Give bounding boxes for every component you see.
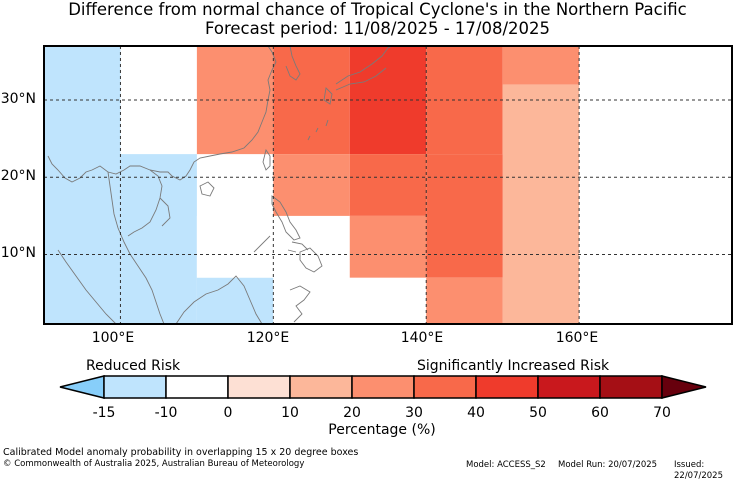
anomaly-map — [43, 45, 733, 325]
coastline-mindanao — [299, 247, 323, 273]
anomaly-cell-10 — [502, 46, 580, 85]
colorbar-tick-label: 0 — [223, 405, 233, 421]
colorbar-tick-label: 40 — [467, 405, 485, 421]
colorbar-segment-1 — [165, 375, 229, 399]
map-frame — [43, 45, 733, 325]
lon-label-160e: 160°E — [555, 330, 599, 346]
coastline-korea — [285, 46, 301, 81]
anomaly-cell-12 — [273, 154, 350, 216]
footer-issued: Issued: 22/07/2025 — [674, 460, 723, 481]
colorbar-tick-label: 30 — [405, 405, 423, 421]
coastline-ryukyu — [307, 119, 329, 141]
coastline-asia-mainland — [47, 46, 277, 183]
footer-model-run: Model Run: 20/07/2025 — [558, 460, 658, 470]
colorbar-segment-4 — [351, 375, 415, 399]
lon-label-140e: 140°E — [400, 330, 444, 346]
colorbar-segment-7 — [537, 375, 601, 399]
coastline-indochina — [127, 169, 171, 237]
anomaly-cell-1 — [120, 154, 197, 324]
colorbar-high-extend — [661, 375, 707, 399]
footer-copyright: © Commonwealth of Australia 2025, Austra… — [3, 459, 305, 469]
colorbar-segment-8 — [599, 375, 663, 399]
colorbar-tick-label: 10 — [281, 405, 299, 421]
anomaly-cell-16 — [426, 277, 503, 324]
colorbar-low-extend — [59, 375, 105, 399]
coastline-honshu — [335, 46, 393, 91]
coastline-borneo — [175, 275, 263, 324]
forecast-period: Forecast period: 11/08/2025 - 17/08/2025 — [204, 19, 551, 38]
colorbar-tick-label: -15 — [92, 405, 116, 421]
footer-model: Model: ACCESS_S2 — [466, 460, 546, 470]
footer-description: Calibrated Model anomaly probability in … — [3, 447, 359, 458]
anomaly-cell-11 — [502, 84, 580, 324]
coastline-taiwan — [262, 148, 271, 171]
coastline-hainan — [199, 181, 215, 197]
colorbar-segment-6 — [475, 375, 539, 399]
colorbar-segment-0 — [103, 375, 167, 399]
anomaly-cell-13 — [349, 154, 427, 216]
anomaly-cell-2 — [196, 277, 274, 324]
coastline-luzon — [271, 195, 301, 241]
colorbar-tick-label: 70 — [653, 405, 671, 421]
anomaly-cell-15 — [349, 215, 427, 278]
colorbar-tick-label: -10 — [154, 405, 178, 421]
graticule — [44, 46, 732, 324]
colorbar-segment-3 — [289, 375, 353, 399]
colorbar-segment-2 — [227, 375, 291, 399]
coastline-visayas — [287, 241, 309, 253]
colorbar-tick-label: 20 — [343, 405, 361, 421]
increased-risk-label: Significantly Increased Risk — [417, 358, 610, 374]
lat-label-20n: 20°N — [0, 168, 36, 184]
coastline-sulawesi — [289, 285, 311, 323]
coastline-palawan — [253, 235, 271, 253]
anomaly-cell-4 — [196, 215, 274, 278]
anomaly-cell-14 — [426, 154, 503, 278]
map-title: Difference from normal chance of Tropica… — [68, 0, 687, 19]
colorbar-tick-label: 60 — [591, 405, 609, 421]
anomaly-cell-5 — [655, 154, 732, 216]
coastline-kyushu — [323, 87, 333, 105]
anomaly-cell-0 — [44, 46, 121, 324]
lat-label-10n: 10°N — [0, 245, 36, 261]
colorbar-segment-5 — [413, 375, 477, 399]
reduced-risk-label: Reduced Risk — [86, 358, 181, 374]
coastline-sumatra — [57, 249, 117, 324]
lon-label-120e: 120°E — [246, 330, 290, 346]
colorbar-label: Percentage (%) — [328, 422, 436, 438]
lon-label-100e: 100°E — [91, 330, 135, 346]
colorbar — [59, 375, 707, 399]
colorbar-tick-label: 50 — [529, 405, 547, 421]
coastlines — [47, 46, 393, 324]
lat-label-30n: 30°N — [0, 91, 36, 107]
anomaly-cell-3 — [273, 277, 350, 324]
